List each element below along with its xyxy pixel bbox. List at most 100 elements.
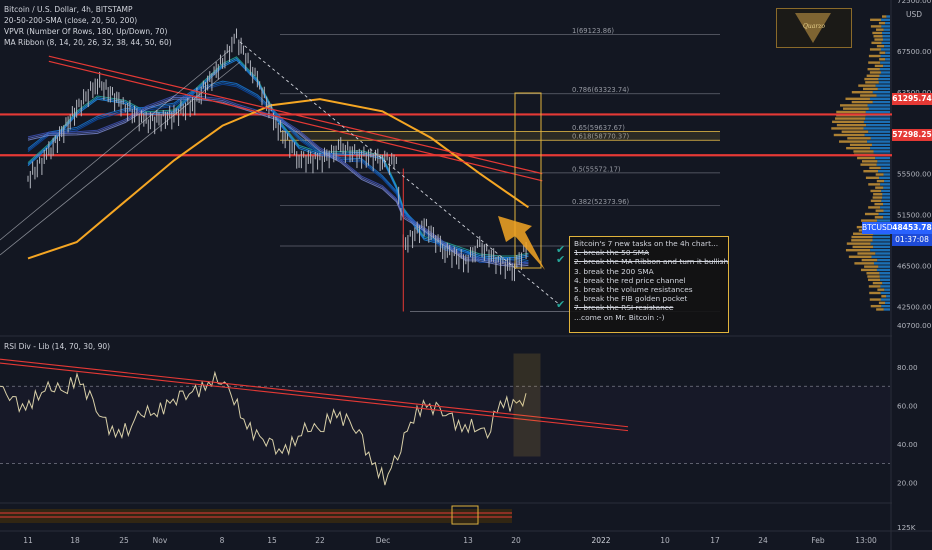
vpvr-bar xyxy=(871,255,890,258)
vpvr-bar xyxy=(883,186,890,189)
rsi-resistance-line xyxy=(0,362,629,432)
ascending-channel-line xyxy=(0,49,231,241)
vpvr-bar xyxy=(857,156,876,160)
vpvr-bar xyxy=(878,212,890,216)
vpvr-bar xyxy=(867,140,890,143)
vpvr-bar xyxy=(869,291,881,295)
vpvr-bar xyxy=(884,179,890,183)
vpvr-bar xyxy=(867,104,890,107)
vpvr-bar xyxy=(861,160,878,163)
vpvr-bar xyxy=(847,137,871,140)
vpvr-bar xyxy=(874,64,884,68)
vpvr-bar xyxy=(836,110,866,114)
time-axis-tick: 2022 xyxy=(591,536,610,545)
time-axis-tick: 25 xyxy=(119,536,129,545)
ma-ribbon-line xyxy=(27,83,529,265)
vpvr-bar xyxy=(882,193,890,196)
vpvr-bar xyxy=(872,91,890,94)
vpvr-bar xyxy=(868,61,881,64)
vpvr-bar xyxy=(871,143,890,147)
vpvr-bar xyxy=(870,189,882,193)
red-channel-line xyxy=(48,55,543,175)
vpvr-bar xyxy=(876,28,884,31)
vpvr-bar xyxy=(885,301,890,305)
vpvr-bar xyxy=(849,143,872,147)
ma-ribbon-line xyxy=(27,56,529,257)
tasks-footer: ...come on Mr. Bitcoin :-) xyxy=(574,312,665,322)
price-tag-57298: 57298.25 xyxy=(892,129,932,141)
vpvr-bar xyxy=(885,58,890,61)
vpvr-bar xyxy=(880,71,890,74)
vpvr-bar xyxy=(852,245,874,249)
vpvr-bar xyxy=(881,15,887,18)
time-axis-tick: Feb xyxy=(811,536,825,545)
fib-level-label: 1(69123.86) xyxy=(572,27,614,35)
time-axis-tick: 18 xyxy=(70,536,80,545)
golden-pocket-zone xyxy=(280,131,720,141)
vpvr-bar xyxy=(880,48,890,51)
currency-label: USD xyxy=(906,10,923,19)
vpvr-bar xyxy=(853,150,874,153)
vpvr-bar xyxy=(881,18,890,22)
vpvr-bar xyxy=(866,272,880,275)
time-axis-tick: 22 xyxy=(315,536,325,545)
tasks-note[interactable]: Bitcoin's 7 new tasks on the 4h chart...… xyxy=(569,236,729,333)
price-pane[interactable] xyxy=(0,0,892,335)
ma-ribbon-line xyxy=(27,80,529,262)
vpvr-bar xyxy=(881,295,887,298)
vpvr-bar xyxy=(873,193,883,196)
vpvr-bar xyxy=(868,183,881,186)
logo-triangle-icon xyxy=(795,13,831,43)
vpvr-bar xyxy=(879,74,890,77)
fib-level-label: 0.786(63323.74) xyxy=(572,86,630,94)
legend-ribbon[interactable]: MA Ribbon (8, 14, 20, 26, 32, 38, 44, 50… xyxy=(4,38,172,47)
vpvr-bar xyxy=(839,140,868,143)
breakout-highlight xyxy=(514,92,542,269)
time-axis-tick: Nov xyxy=(153,536,168,545)
rsi-axis-tick: 60.00 xyxy=(897,402,918,411)
vpvr-bar xyxy=(876,308,884,311)
time-axis-tick: 11 xyxy=(23,536,33,545)
vpvr-bar xyxy=(879,275,890,278)
vpvr-bar xyxy=(883,209,890,212)
vpvr-bar xyxy=(878,301,886,305)
price-axis-tick: 55500.00 xyxy=(897,170,932,179)
legend-symbol-title[interactable]: Bitcoin / U.S. Dollar, 4h, BITSTAMP xyxy=(4,5,133,14)
vpvr-bar xyxy=(875,173,884,176)
task-7: 7. break the RSI resistance xyxy=(574,303,674,313)
vpvr-bar xyxy=(846,242,871,245)
vpvr-bar xyxy=(877,160,890,163)
vpvr-bar xyxy=(866,123,890,127)
time-axis-tick: 10 xyxy=(660,536,670,545)
price-axis-tick: 67500.00 xyxy=(897,47,932,56)
time-axis-tick: 20 xyxy=(511,536,521,545)
vpvr-bar xyxy=(883,202,890,206)
vpvr-bar xyxy=(868,107,890,110)
vpvr-bar xyxy=(861,258,878,262)
vpvr-bar xyxy=(886,15,890,18)
vpvr-bar xyxy=(863,120,890,124)
legend-vpvr[interactable]: VPVR (Number Of Rows, 180, Up/Down, 70) xyxy=(4,27,168,36)
vpvr-bar xyxy=(873,262,890,265)
check-icon: ✔ xyxy=(556,253,566,266)
vpvr-bar xyxy=(875,209,884,212)
watermark-logo: Quarzo xyxy=(776,8,852,48)
legend-sma[interactable]: 20-50-200-SMA (close, 20, 50, 200) xyxy=(4,16,138,25)
vpvr-bar xyxy=(881,189,890,193)
arrow-icon xyxy=(498,216,545,270)
vpvr-bar xyxy=(882,196,890,199)
vpvr-bar xyxy=(863,127,890,130)
vpvr-bar xyxy=(851,100,873,104)
vpvr-bar xyxy=(877,258,890,262)
vpvr-bar xyxy=(878,170,890,173)
vpvr-bar xyxy=(882,38,890,41)
vpvr-bar xyxy=(846,146,871,150)
vpvr-bar xyxy=(875,156,890,160)
check-icon: ✔ xyxy=(556,243,566,256)
time-axis-tick: 13:00 xyxy=(855,536,877,545)
vpvr-bar xyxy=(843,107,869,110)
rsi-legend[interactable]: RSI Div - Lib (14, 70, 30, 90) xyxy=(4,342,111,351)
vpvr-bar xyxy=(833,133,865,137)
logo-text: Quarzo xyxy=(802,23,825,30)
